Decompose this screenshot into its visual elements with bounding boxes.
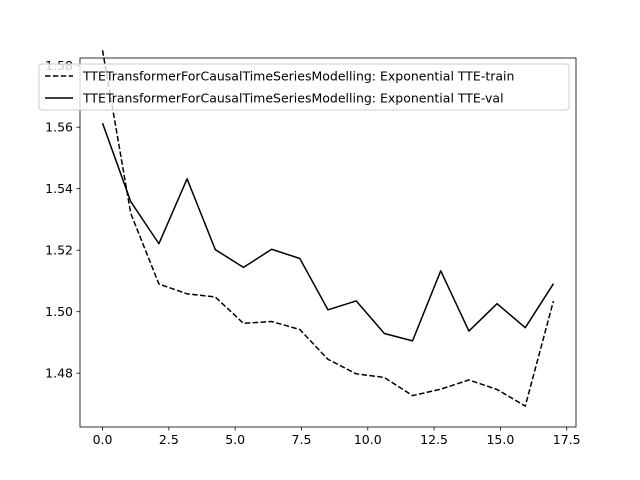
legend-label-train: TTETransformerForCausalTimeSeriesModelli… — [82, 69, 514, 84]
y-tick-label: 1.56 — [45, 120, 73, 135]
x-tick-label: 2.5 — [159, 432, 179, 447]
x-tick-label: 5.0 — [225, 432, 245, 447]
axes-layer: 0.0 2.5 5.0 7.5 10.0 12.5 15.0 17.5 1.48 1.50 1.52… — [45, 57, 581, 447]
plot-area — [80, 58, 576, 427]
legend-frame — [38, 63, 570, 111]
legend-label-val: TTETransformerForCausalTimeSeriesModelli… — [82, 91, 504, 106]
y-tick-label: 1.52 — [45, 243, 73, 258]
x-tick-label: 12.5 — [420, 432, 448, 447]
x-tick-label: 10.0 — [354, 432, 382, 447]
axes-frame — [79, 57, 577, 428]
legend: TTETransformerForCausalTimeSeriesModelli… — [38, 63, 570, 111]
x-tick-label: 17.5 — [553, 432, 581, 447]
x-tick-label: 15.0 — [486, 432, 514, 447]
y-tick-label: 1.54 — [45, 181, 73, 196]
series-layer — [101, 50, 555, 407]
series-line-train — [101, 50, 555, 407]
y-tick-label: 1.50 — [45, 304, 73, 319]
x-tick-label: 7.5 — [292, 432, 312, 447]
x-tick-label: 0.0 — [93, 432, 113, 447]
y-tick-label: 1.48 — [45, 366, 73, 381]
series-line-val — [101, 122, 555, 342]
